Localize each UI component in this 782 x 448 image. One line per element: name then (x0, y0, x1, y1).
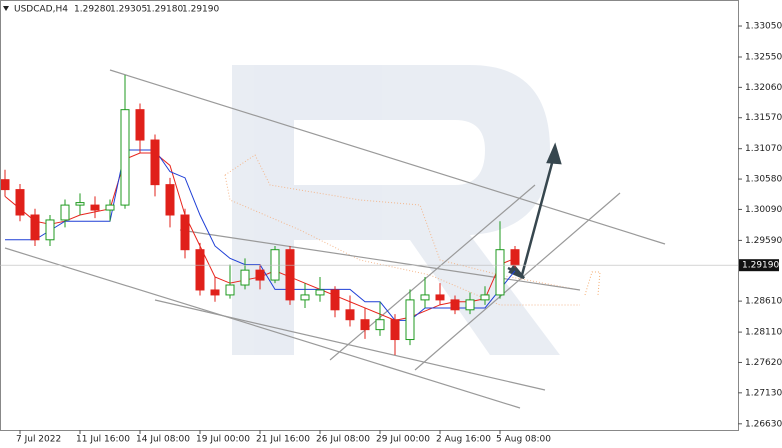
watermark (232, 65, 560, 355)
y-tick-label: 1.29590 (745, 236, 782, 246)
y-tick-label: 1.32060 (745, 83, 782, 93)
forecast-arrow (507, 142, 562, 280)
current-price-label: 1.29190 (742, 261, 779, 271)
y-tick-label: 1.31570 (745, 113, 782, 123)
candle-body (135, 109, 145, 141)
candle-body (495, 249, 505, 296)
plot-area (0, 74, 520, 356)
header-open: 1.29280 (74, 5, 111, 15)
x-tick-label: 14 Jul 08:00 (136, 435, 190, 445)
candle-body (330, 289, 340, 311)
candle-body (285, 249, 295, 301)
candle-body (360, 319, 370, 331)
candle-body (405, 299, 415, 341)
trend-lines (4, 69, 666, 409)
candle-body (45, 219, 55, 241)
x-tick-label: 21 Jul 16:00 (256, 435, 310, 445)
candle-body (30, 214, 40, 241)
candle-body (225, 284, 235, 296)
candle-body (240, 269, 250, 286)
candle-body (300, 294, 310, 301)
y-tick-label: 1.28110 (745, 328, 782, 338)
candle-body (60, 204, 70, 221)
candle-body (210, 289, 220, 296)
header-low: 1.29180 (146, 5, 183, 15)
y-tick-label: 1.28610 (745, 297, 782, 307)
y-tick-label: 1.26630 (745, 419, 782, 429)
candle-body (15, 189, 25, 216)
candle-body (315, 289, 325, 296)
plot-border (0, 0, 739, 431)
candle-body (180, 214, 190, 251)
candle-body (435, 294, 445, 301)
cloud (224, 154, 601, 306)
y-tick-label: 1.27620 (745, 358, 782, 368)
y-tick-label: 1.33050 (745, 22, 782, 32)
x-tick-label: 29 Jul 00:00 (376, 435, 430, 445)
candle-body (105, 204, 115, 211)
candle-body (510, 249, 520, 266)
candle-body (195, 249, 205, 291)
candle-body (150, 139, 160, 186)
candle-body (375, 319, 385, 331)
header-high: 1.29305 (110, 5, 147, 15)
header-close: 1.29190 (182, 5, 219, 15)
candle-body (270, 249, 280, 281)
candle-body (480, 294, 490, 301)
x-tick-label: 2 Aug 16:00 (436, 435, 491, 445)
y-tick-label: 1.27130 (745, 388, 782, 398)
candle-body (120, 109, 130, 206)
candle-body (90, 204, 100, 211)
candle-body (450, 299, 460, 311)
y-tick-label: 1.31070 (745, 144, 782, 154)
candle-body (465, 299, 475, 311)
candle-body (390, 319, 400, 341)
candle-body (75, 202, 85, 206)
y-tick-label: 1.30090 (745, 205, 782, 215)
x-tick-label: 19 Jul 00:00 (196, 435, 250, 445)
header-symbol: USDCAD,H4 (14, 5, 68, 15)
x-tick-label: 5 Aug 08:00 (496, 435, 551, 445)
header-icon (3, 6, 9, 11)
x-tick-label: 11 Jul 16:00 (76, 435, 130, 445)
current-price-tag (739, 259, 779, 272)
candle-body (165, 184, 175, 216)
x-tick-label: 7 Jul 2022 (16, 435, 61, 445)
candle-body (0, 179, 10, 191)
candle-body (255, 269, 265, 281)
candle-body (345, 309, 355, 321)
y-tick-label: 1.32550 (745, 53, 782, 63)
x-tick-label: 26 Jul 08:00 (316, 435, 370, 445)
y-tick-label: 1.30580 (745, 175, 782, 185)
candle-body (420, 294, 430, 301)
